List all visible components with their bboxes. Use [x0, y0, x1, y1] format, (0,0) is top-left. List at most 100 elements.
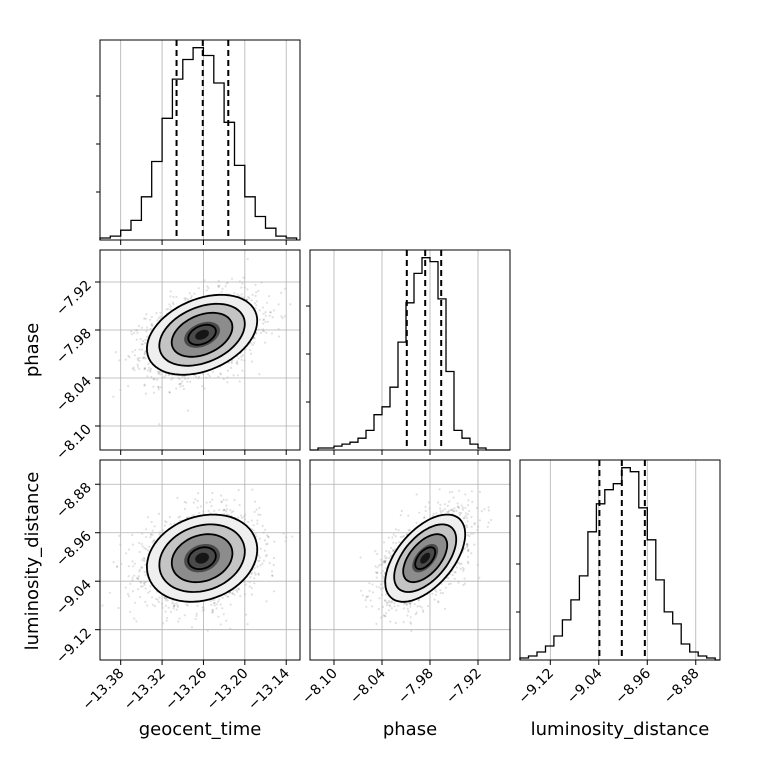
sample-point [217, 285, 220, 289]
sample-point [155, 597, 158, 601]
sample-point [190, 295, 193, 298]
sample-point [237, 587, 240, 590]
sample-point [258, 318, 261, 321]
panel-bg-luminosity_distance [520, 460, 720, 660]
sample-point [225, 619, 228, 622]
sample-point [150, 315, 153, 318]
sample-point [189, 380, 192, 383]
sample-point [462, 583, 465, 587]
sample-point [144, 338, 147, 341]
sample-point [181, 375, 184, 378]
sample-point [135, 620, 138, 623]
sample-point [277, 303, 280, 306]
sample-point [217, 600, 220, 603]
sample-point [415, 611, 418, 614]
sample-point [156, 598, 159, 601]
sample-point [139, 337, 142, 341]
sample-point [219, 603, 222, 606]
sample-point [253, 566, 256, 570]
sample-point [271, 316, 274, 319]
sample-point [196, 506, 199, 509]
sample-point [240, 358, 243, 361]
sample-point [164, 374, 167, 377]
sample-point [137, 575, 140, 578]
sample-point [140, 326, 144, 329]
sample-point [145, 330, 148, 333]
sample-point [150, 375, 153, 379]
sample-point [236, 293, 239, 296]
sample-point [271, 574, 274, 577]
sample-point [129, 582, 132, 586]
sample-point [218, 508, 221, 511]
sample-point [468, 510, 471, 513]
sample-point [228, 591, 231, 595]
sample-point [268, 314, 271, 317]
sample-point [153, 378, 156, 381]
sample-point [382, 614, 385, 617]
sample-point [220, 290, 223, 293]
sample-point [256, 565, 259, 568]
sample-point [133, 369, 136, 372]
sample-point [218, 284, 221, 287]
sample-point [220, 373, 223, 376]
sample-point [268, 561, 271, 565]
sample-point [131, 350, 134, 353]
sample-point [371, 583, 374, 586]
sample-point [194, 617, 197, 621]
sample-point [222, 378, 225, 381]
sample-point [131, 543, 134, 546]
sample-point [402, 607, 405, 610]
sample-point [207, 373, 210, 376]
sample-point [245, 613, 248, 616]
sample-point [167, 308, 170, 311]
sample-point [258, 556, 262, 559]
sample-point [254, 532, 257, 535]
sample-point [253, 500, 257, 503]
sample-point [169, 308, 172, 311]
sample-point [140, 566, 143, 569]
sample-point [210, 505, 213, 508]
sample-point [458, 489, 461, 492]
sample-point [253, 571, 256, 574]
sample-point [393, 605, 396, 608]
sample-point [131, 590, 135, 593]
sample-point [199, 505, 202, 508]
sample-point [235, 361, 238, 364]
sample-point [218, 598, 221, 601]
sample-point [184, 297, 187, 300]
sample-point [231, 592, 234, 595]
sample-point [272, 563, 275, 567]
sample-point [386, 601, 389, 605]
sample-point [250, 299, 253, 302]
sample-point [172, 602, 175, 605]
sample-point [249, 576, 252, 579]
sample-point [257, 554, 260, 557]
sample-point [127, 548, 130, 551]
sample-point [183, 297, 186, 300]
sample-point [172, 605, 176, 608]
sample-point [467, 504, 470, 507]
sample-point [254, 302, 257, 305]
sample-point [148, 590, 152, 593]
sample-point [271, 574, 274, 578]
sample-point [215, 603, 218, 606]
sample-point [197, 492, 200, 495]
sample-point [187, 409, 190, 412]
panel-bg-geocent_time [100, 40, 300, 240]
sample-point [267, 535, 270, 538]
sample-point [220, 501, 223, 504]
sample-point [190, 626, 194, 629]
sample-point [266, 320, 269, 323]
sample-point [289, 303, 292, 306]
sample-point [143, 559, 146, 563]
sample-point [137, 577, 140, 580]
sample-point [133, 617, 136, 620]
sample-point [248, 297, 251, 300]
sample-point [138, 550, 141, 554]
sample-point [151, 529, 154, 532]
sample-point [162, 622, 165, 625]
sample-point [124, 358, 127, 361]
sample-point [238, 380, 241, 383]
sample-point [196, 499, 199, 503]
sample-point [168, 391, 171, 394]
